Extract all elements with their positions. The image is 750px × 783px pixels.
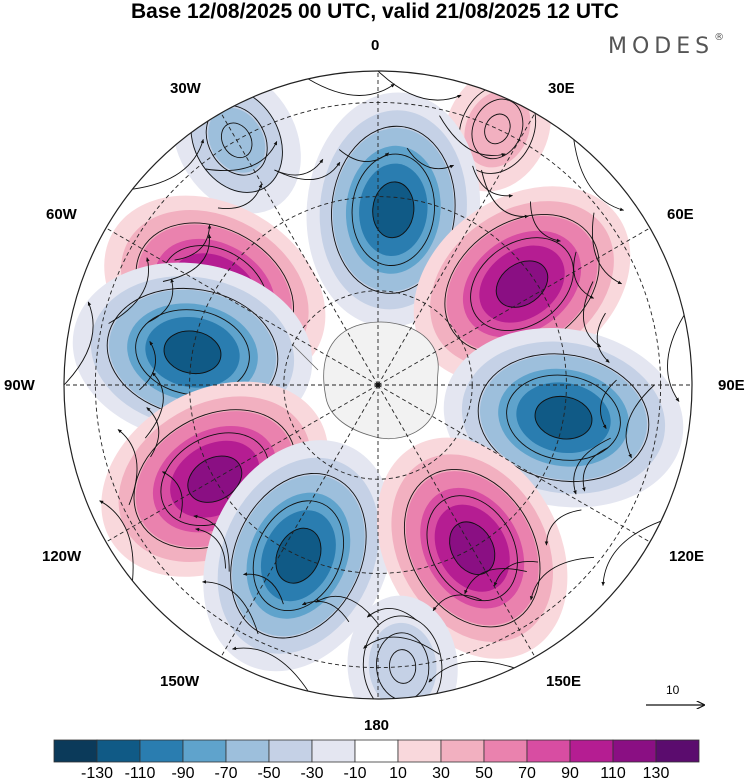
colorbar-tick-label: -10 — [343, 765, 367, 782]
colorbar-tick-label: -110 — [124, 765, 156, 782]
colorbar-tick-label: 50 — [475, 765, 493, 782]
colorbar-tick-label: 10 — [389, 765, 407, 782]
streamline — [301, 600, 350, 623]
colorbar-tick-label: -90 — [171, 765, 195, 782]
lon-label-150w: 150W — [160, 673, 200, 690]
brand-logo: MODES® — [608, 32, 725, 59]
streamline-layer — [64, 71, 685, 692]
streamline — [307, 78, 395, 96]
streamline — [582, 447, 609, 492]
streamline — [146, 407, 160, 458]
streamline — [573, 251, 595, 299]
streamline — [64, 301, 94, 386]
streamline — [464, 568, 527, 595]
streamline — [366, 608, 418, 621]
streamline — [599, 379, 617, 429]
streamline — [99, 500, 134, 581]
streamline — [132, 138, 205, 190]
lon-label-120e: 120E — [669, 548, 705, 565]
registered-mark: ® — [714, 32, 725, 43]
lon-label-90w: 90W — [4, 377, 35, 394]
antarctica-landmass — [291, 321, 439, 439]
anomaly-center — [347, 595, 458, 699]
streamline — [493, 561, 539, 587]
lon-label-120w: 120W — [42, 548, 82, 565]
latitude-circle — [283, 290, 473, 480]
streamline — [530, 201, 561, 243]
south-pole-marker — [375, 382, 381, 388]
streamline — [439, 115, 506, 157]
colorbar-tick-label: 90 — [561, 765, 579, 782]
streamline — [161, 471, 183, 519]
streamline — [195, 527, 226, 569]
streamline — [117, 429, 138, 506]
lon-label-0: 0 — [371, 37, 380, 54]
streamline — [601, 520, 662, 587]
colorbar-tick-label: -50 — [257, 765, 281, 782]
streamline — [406, 147, 455, 170]
colorbar-tick-label: 70 — [518, 765, 536, 782]
streamline — [202, 580, 259, 635]
streamline — [529, 556, 595, 601]
lon-label-60e: 60E — [667, 206, 694, 223]
brand-name: MODES — [608, 34, 715, 59]
streamline — [274, 161, 341, 181]
streamline — [243, 572, 284, 605]
streamline — [582, 281, 602, 348]
colorbar-tick-label: -70 — [214, 765, 238, 782]
streamline — [432, 594, 482, 612]
lon-label-30e: 30E — [548, 80, 575, 97]
lon-label-150e: 150E — [546, 673, 582, 690]
lon-label-90e: 90E — [718, 377, 745, 394]
streamline — [573, 437, 611, 495]
lon-label-180: 180 — [364, 717, 390, 734]
streamline — [377, 71, 462, 101]
latitude-circle — [189, 196, 567, 574]
streamline — [573, 139, 625, 212]
anomaly-layer — [72, 71, 684, 699]
streamline — [147, 278, 174, 323]
lon-label-60w: 60W — [46, 206, 77, 223]
streamline — [472, 165, 513, 198]
graticule — [64, 71, 692, 699]
streamline — [217, 183, 263, 209]
colorbar-tick-label: 130 — [642, 765, 670, 782]
streamline — [596, 312, 610, 363]
latitude-circle — [94, 101, 662, 669]
streamline — [667, 314, 685, 402]
reference-vector — [646, 682, 710, 712]
streamline — [205, 140, 278, 172]
streamline — [338, 149, 390, 162]
streamline — [428, 660, 515, 683]
streamline — [274, 158, 324, 176]
colorbar-tick-label: 30 — [432, 765, 450, 782]
streamline — [232, 646, 309, 692]
streamline — [108, 257, 150, 324]
streamline — [144, 372, 164, 439]
streamline — [363, 636, 440, 655]
streamline — [625, 384, 655, 459]
colorbar-tick-label: -130 — [80, 765, 114, 782]
streamline — [591, 212, 623, 285]
reference-vector-label: 10 — [666, 683, 680, 697]
lon-label-30w: 30W — [170, 80, 201, 97]
anomaly-center — [443, 327, 684, 508]
streamline — [315, 595, 379, 624]
colorbar-tick-label: -30 — [300, 765, 324, 782]
streamline — [481, 169, 529, 219]
chart-title: Base 12/08/2025 00 UTC, valid 21/08/2025… — [131, 0, 619, 23]
streamline — [174, 224, 212, 261]
streamline — [544, 509, 582, 546]
map-border — [63, 70, 693, 700]
streamline — [139, 341, 157, 391]
colorbar-tick-label: 110 — [600, 765, 626, 782]
streamline — [193, 514, 230, 572]
